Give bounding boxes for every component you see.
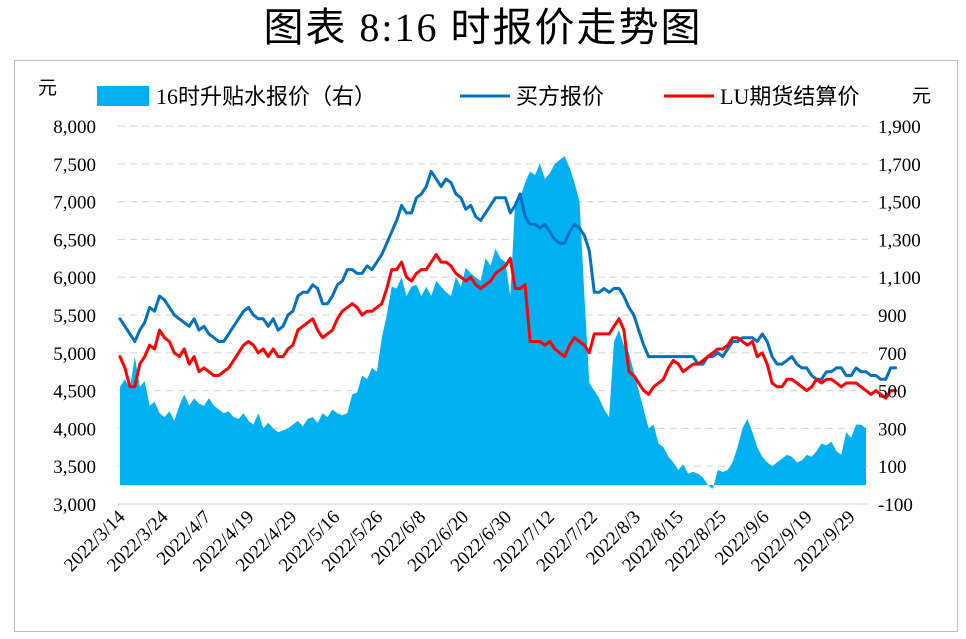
legend-label-lu: LU期货结算价 — [720, 84, 859, 109]
area-premium-quote — [120, 156, 866, 489]
right-tick-label: 1,100 — [878, 268, 921, 289]
left-tick-label: 4,500 — [53, 382, 96, 403]
premium-area-series — [120, 156, 866, 489]
chart-frame — [14, 60, 958, 632]
left-tick-label: 3,500 — [53, 457, 96, 478]
legend-label-buyer: 买方报价 — [516, 84, 604, 109]
right-unit-label: 元 — [912, 86, 931, 107]
left-tick-label: 7,000 — [53, 193, 96, 214]
line-lu-settlement — [118, 253, 898, 400]
right-tick-label: 1,500 — [878, 193, 921, 214]
right-tick-label: 300 — [878, 419, 907, 440]
right-axis: -100 100 300 500 700 900 1,100 1,300 1,500 1,700 1… — [878, 86, 931, 516]
line-buyer-quote — [118, 169, 898, 381]
right-tick-label: 1,700 — [878, 155, 921, 176]
left-unit-label: 元 — [38, 78, 57, 99]
left-tick-label: 3,000 — [53, 495, 96, 516]
right-tick-label: 100 — [878, 457, 907, 478]
legend-swatch-area — [97, 86, 149, 106]
x-axis: 2022/3/142022/3/242022/4/72022/4/192022/… — [60, 506, 859, 576]
left-axis: 3,000 3,500 4,000 4,500 5,000 5,500 6,000 6,500… — [38, 78, 96, 516]
right-tick-label: 700 — [878, 344, 907, 365]
left-tick-label: 8,000 — [53, 117, 96, 138]
right-tick-label: -100 — [878, 495, 913, 516]
left-tick-label: 6,500 — [53, 230, 96, 251]
right-tick-label: 900 — [878, 306, 907, 327]
right-tick-label: 1,300 — [878, 230, 921, 251]
right-tick-label: 1,900 — [878, 117, 921, 138]
legend-label-area: 16时升贴水报价（右） — [156, 84, 376, 109]
left-tick-label: 5,500 — [53, 306, 96, 327]
left-tick-label: 7,500 — [53, 155, 96, 176]
chart-title: 图表 8:16 时报价走势图 — [263, 5, 703, 50]
left-tick-label: 4,000 — [53, 419, 96, 440]
line-series — [118, 169, 898, 400]
right-tick-label: 500 — [878, 382, 907, 403]
left-tick-label: 5,000 — [53, 344, 96, 365]
left-tick-label: 6,000 — [53, 268, 96, 289]
legend: 16时升贴水报价（右） 买方报价 LU期货结算价 — [97, 84, 859, 109]
